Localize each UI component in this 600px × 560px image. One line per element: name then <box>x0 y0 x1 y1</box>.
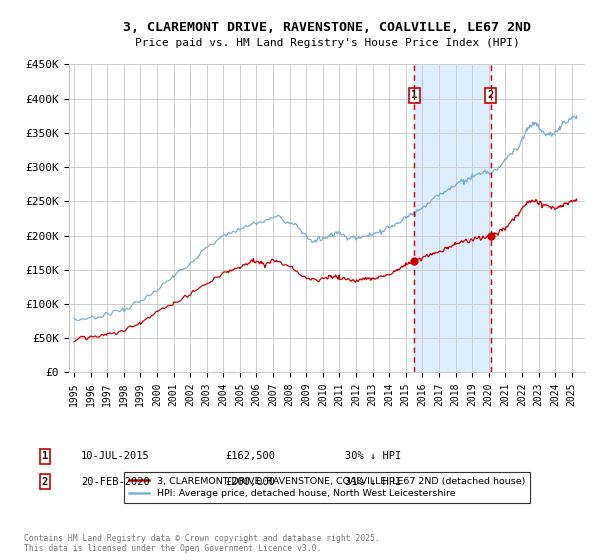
Text: 31% ↓ HPI: 31% ↓ HPI <box>345 477 401 487</box>
Text: Contains HM Land Registry data © Crown copyright and database right 2025.
This d: Contains HM Land Registry data © Crown c… <box>24 534 380 553</box>
Text: £162,500: £162,500 <box>225 451 275 461</box>
Text: 20-FEB-2020: 20-FEB-2020 <box>81 477 150 487</box>
Text: 10-JUL-2015: 10-JUL-2015 <box>81 451 150 461</box>
Text: 1: 1 <box>412 90 418 100</box>
Text: Price paid vs. HM Land Registry's House Price Index (HPI): Price paid vs. HM Land Registry's House … <box>134 38 520 48</box>
Text: 2: 2 <box>488 90 494 100</box>
Legend: 3, CLAREMONT DRIVE, RAVENSTONE, COALVILLE, LE67 2ND (detached house), HPI: Avera: 3, CLAREMONT DRIVE, RAVENSTONE, COALVILL… <box>124 472 530 503</box>
Bar <box>415 64 491 372</box>
Text: 1: 1 <box>42 451 48 461</box>
Text: £200,000: £200,000 <box>225 477 275 487</box>
Text: 2: 2 <box>42 477 48 487</box>
Text: 30% ↓ HPI: 30% ↓ HPI <box>345 451 401 461</box>
Text: 3, CLAREMONT DRIVE, RAVENSTONE, COALVILLE, LE67 2ND: 3, CLAREMONT DRIVE, RAVENSTONE, COALVILL… <box>123 21 531 34</box>
